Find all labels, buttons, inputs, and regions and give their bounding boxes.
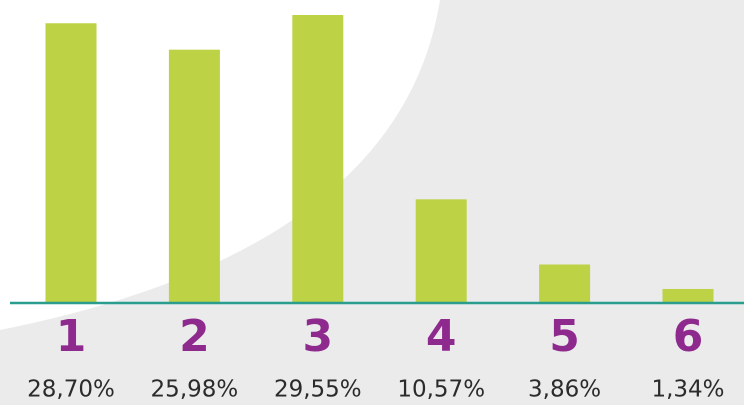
value-label: 1,34% [651, 377, 724, 403]
category-label: 6 [673, 311, 704, 362]
value-label: 10,57% [397, 377, 485, 403]
category-label: 4 [426, 311, 457, 362]
bar [168, 49, 220, 302]
category-label: 3 [302, 311, 333, 362]
bar [292, 15, 344, 302]
bar [45, 23, 97, 303]
value-label: 28,70% [27, 377, 115, 403]
value-label: 25,98% [151, 377, 239, 403]
bar [415, 199, 467, 302]
value-label: 29,55% [274, 377, 362, 403]
value-label: 3,86% [528, 377, 601, 403]
category-label: 1 [56, 311, 87, 362]
category-label: 2 [179, 311, 210, 362]
bar [539, 264, 591, 302]
category-label: 5 [549, 311, 580, 362]
bar [662, 288, 714, 302]
